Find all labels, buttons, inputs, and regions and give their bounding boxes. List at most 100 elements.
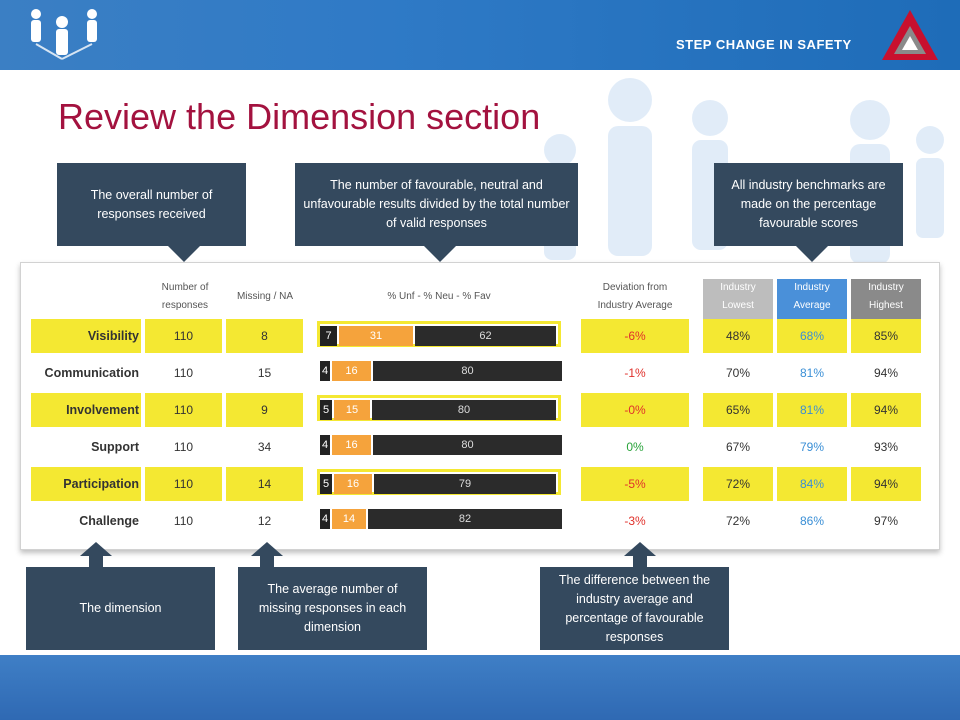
row-highlight	[581, 467, 689, 501]
row-highlight	[581, 319, 689, 353]
dimension-name: Challenge	[79, 514, 139, 528]
row-highlight	[777, 319, 847, 353]
row-highlight	[581, 393, 689, 427]
row-highlight	[703, 467, 773, 501]
industry-lowest-value: 67%	[725, 440, 751, 454]
industry-highest-value: 94%	[873, 477, 899, 491]
industry-highest-value: 97%	[873, 514, 899, 528]
bar-segment-unfavourable: 4	[320, 509, 330, 529]
bar-segment-unfavourable: 5	[320, 474, 332, 494]
bar-segment-favourable: 62	[415, 326, 556, 346]
stacked-bar: 4 16 80	[317, 358, 562, 384]
header-line: Industry	[720, 282, 756, 293]
missing-count: 12	[257, 514, 272, 528]
deviation-value: 0%	[626, 440, 644, 454]
dimension-name: Communication	[44, 366, 139, 380]
missing-count: 34	[257, 440, 272, 454]
header-industry-highest: Industry Highest	[851, 279, 921, 319]
arrow-up-icon	[80, 542, 112, 571]
row-highlight	[777, 467, 847, 501]
row-highlight	[31, 319, 141, 353]
arrow-head	[624, 542, 656, 556]
row-highlight	[851, 319, 921, 353]
header-line: Industry Average	[597, 300, 673, 311]
arrow-head	[80, 542, 112, 556]
header-number-of-responses: Number of responses	[145, 279, 225, 315]
bar-segment-favourable: 79	[374, 474, 556, 494]
row-highlight	[31, 467, 141, 501]
row-highlight	[703, 393, 773, 427]
industry-highest-value: 94%	[873, 366, 899, 380]
industry-highest-value: 85%	[873, 329, 899, 343]
header-line: responses	[161, 300, 209, 311]
bar-segment-neutral: 14	[332, 509, 366, 529]
header-bar: % Unf - % Neu - % Fav	[387, 291, 491, 302]
row-highlight	[226, 393, 303, 427]
bar-segment-unfavourable: 5	[320, 400, 332, 420]
header-banner: STEP CHANGE IN SAFETY	[0, 0, 960, 70]
missing-count: 9	[261, 403, 268, 417]
arrow-down-icon	[168, 246, 200, 262]
header-line: Industry	[868, 282, 904, 293]
industry-lowest-value: 48%	[725, 329, 751, 343]
row-highlight	[703, 319, 773, 353]
callout-overall-responses: The overall number of responses received	[57, 163, 246, 246]
callout-missing-responses: The average number of missing responses …	[238, 567, 427, 650]
industry-lowest-value: 65%	[725, 403, 751, 417]
bar-segment-neutral: 16	[332, 361, 371, 381]
bar-segment-unfavourable: 4	[320, 435, 330, 455]
row-highlight	[851, 467, 921, 501]
bar-segment-unfavourable: 7	[320, 326, 337, 346]
stacked-bar: 5 16 79	[317, 469, 561, 495]
header-line: Lowest	[722, 300, 754, 311]
industry-average-value: 81%	[799, 366, 825, 380]
callout-favourable-results: The number of favourable, neutral and un…	[295, 163, 578, 246]
dimension-name: Participation	[63, 477, 139, 491]
industry-lowest-value: 70%	[725, 366, 751, 380]
header-industry-lowest: Industry Lowest	[703, 279, 773, 319]
arrow-down-icon	[796, 246, 828, 262]
brand-text: STEP CHANGE IN SAFETY	[676, 37, 852, 52]
deviation-value: -6%	[624, 329, 646, 343]
industry-average-value: 68%	[799, 329, 825, 343]
bar-segment-favourable: 82	[368, 509, 562, 529]
responses-count: 110	[173, 477, 194, 491]
callout-difference: The difference between the industry aver…	[540, 567, 729, 650]
bar-segment-neutral: 31	[339, 326, 413, 346]
row-highlight	[145, 393, 222, 427]
row-highlight	[31, 393, 141, 427]
stacked-bar: 7 31 62	[317, 321, 561, 347]
dimension-name: Support	[91, 440, 139, 454]
dimension-table: Number of responses Missing / NA % Unf -…	[20, 262, 940, 550]
deviation-value: -0%	[624, 403, 646, 417]
arrow-up-icon	[251, 542, 283, 571]
header-missing: Missing / NA	[236, 291, 294, 302]
bar-segment-favourable: 80	[372, 400, 556, 420]
people-network-icon	[31, 9, 97, 60]
row-highlight	[145, 467, 222, 501]
responses-count: 110	[173, 440, 194, 454]
row-highlight	[226, 467, 303, 501]
stacked-bar: 4 16 80	[317, 432, 562, 458]
row-highlight	[145, 319, 222, 353]
header-line: Number of	[161, 282, 209, 293]
bar-segment-unfavourable: 4	[320, 361, 330, 381]
bar-segment-favourable: 80	[373, 361, 562, 381]
industry-highest-value: 93%	[873, 440, 899, 454]
arrow-up-icon	[624, 542, 656, 571]
missing-count: 14	[257, 477, 272, 491]
industry-average-value: 84%	[799, 477, 825, 491]
deviation-value: -1%	[624, 366, 646, 380]
row-highlight	[777, 393, 847, 427]
arrow-head	[251, 542, 283, 556]
footer-band	[0, 655, 960, 720]
dimension-name: Involvement	[66, 403, 139, 417]
row-highlight	[226, 319, 303, 353]
responses-count: 110	[173, 514, 194, 528]
arrow-down-icon	[424, 246, 456, 262]
responses-count: 110	[173, 329, 194, 343]
row-highlight	[851, 393, 921, 427]
header-line: Average	[793, 300, 831, 311]
bar-segment-neutral: 16	[334, 474, 372, 494]
responses-count: 110	[173, 403, 194, 417]
